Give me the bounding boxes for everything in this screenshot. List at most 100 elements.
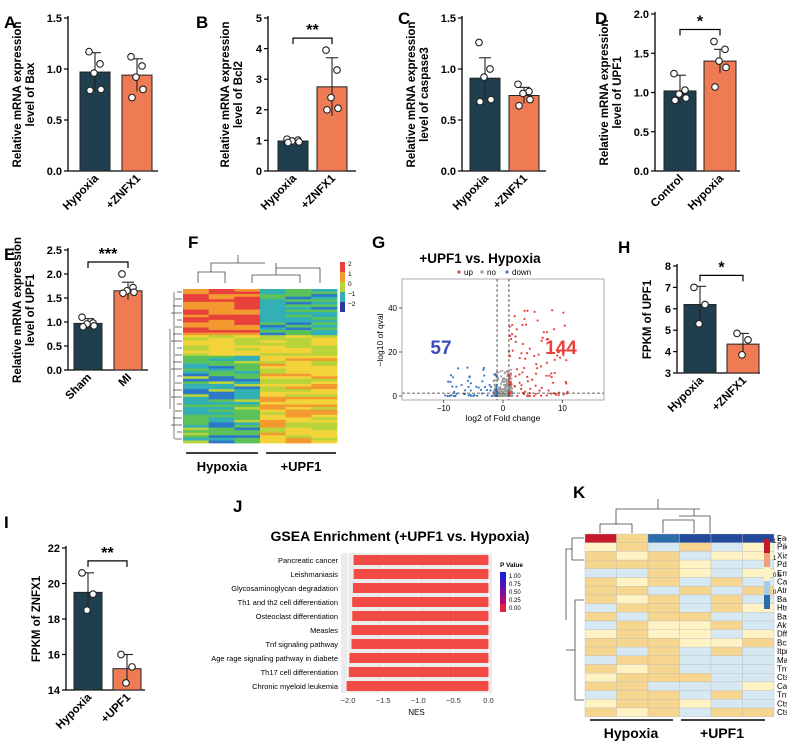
heatmap-cell — [234, 427, 261, 431]
volcano-point-down — [489, 389, 492, 392]
heatmap-cell — [285, 440, 312, 444]
heatmap-cell — [234, 299, 261, 303]
heatmap-cell — [679, 542, 712, 552]
panel-d: D 0.0 0.5 1.0 1.5 2.0 Relative mRNA expression… — [595, 9, 740, 213]
heatmap-cell — [260, 394, 287, 398]
heatmap-cell — [260, 327, 287, 331]
heatmap-cell — [208, 391, 235, 395]
heatmap-cell — [183, 327, 210, 331]
heatmap-cell — [311, 373, 338, 377]
volcano-point-no — [510, 394, 513, 397]
heatmap-cell — [311, 335, 338, 339]
y-tick-label: 0.0 — [47, 166, 62, 178]
volcano-point-no — [504, 387, 507, 390]
data-point — [90, 69, 98, 77]
volcano-point-up — [518, 356, 521, 360]
heatmap-cell — [285, 309, 312, 313]
heatmap-cell — [311, 317, 338, 321]
volcano-point-up — [508, 381, 511, 385]
heatmap-cell — [208, 317, 235, 321]
volcano-point-down — [489, 385, 493, 389]
volcano-point-no — [499, 387, 502, 390]
y-tick-label: 20 — [48, 579, 60, 591]
heatmap-cell — [285, 312, 312, 316]
heatmap-cell — [183, 330, 210, 334]
heatmap-cell — [584, 533, 617, 543]
heatmap-cell — [183, 425, 210, 428]
gsea-bar — [351, 625, 489, 635]
heatmap-cell — [208, 401, 235, 405]
heatmap-cell — [285, 396, 312, 400]
heatmap-cell — [183, 342, 210, 346]
volcano-point-up — [536, 319, 539, 322]
heatmap-cell — [234, 335, 261, 339]
heatmap-cell — [183, 404, 210, 408]
heatmap-cell — [260, 376, 287, 380]
panel-letter: H — [618, 238, 630, 257]
heatmap-cell — [647, 655, 680, 665]
heatmap-cell — [208, 440, 235, 444]
row-dendrogram — [169, 291, 182, 440]
pathway-label: Leishmaniasis — [290, 570, 338, 579]
heatmap-cell — [311, 412, 338, 416]
data-point — [90, 321, 98, 330]
data-point — [78, 568, 86, 577]
heatmap-cell — [260, 330, 287, 334]
legend-tick: 1.00 — [509, 574, 521, 580]
x-tick-label: −10 — [437, 404, 451, 413]
heatmap-cell — [311, 440, 338, 444]
heatmap-cell — [285, 330, 312, 334]
data-point — [514, 80, 522, 89]
heatmap-cell — [260, 425, 287, 428]
heatmap-cell — [584, 707, 617, 717]
volcano-point-up — [523, 309, 526, 312]
heatmap-cell — [311, 296, 338, 300]
data-point — [695, 319, 703, 328]
heatmap-cell — [260, 291, 287, 295]
volcano-point-down — [467, 394, 470, 397]
heatmap-cell — [584, 577, 617, 587]
volcano-point-up — [511, 323, 514, 327]
heatmap-cell — [285, 289, 312, 292]
data-point — [117, 650, 125, 659]
volcano-point-no — [503, 393, 506, 396]
volcano-point-no — [501, 379, 504, 382]
heatmap-cell — [208, 342, 235, 346]
volcano-point-no — [501, 393, 504, 396]
volcano-point-up — [510, 383, 513, 386]
y-axis-label: FPKM of ZNFX1 — [31, 575, 43, 662]
bar-+ZNFX1 — [508, 95, 540, 172]
heatmap-cell — [234, 289, 261, 292]
volcano-point-down — [477, 386, 480, 389]
volcano-point-no — [497, 387, 500, 390]
heatmap-cell — [234, 312, 261, 316]
volcano-point-down — [479, 388, 482, 391]
heatmap-cell — [710, 594, 743, 604]
heatmap-cell — [584, 664, 617, 674]
heatmap-cell — [234, 404, 261, 408]
volcano-point-no — [500, 375, 503, 378]
heatmap-cell — [260, 383, 287, 387]
y-axis-label: level of Bcl2 — [233, 61, 245, 128]
heatmap-cell — [183, 306, 210, 310]
heatmap-cell — [710, 533, 743, 543]
heatmap-cell — [260, 440, 287, 444]
volcano-point-no — [493, 383, 496, 386]
volcano-point-down — [456, 367, 460, 370]
heatmap-cell — [647, 673, 680, 683]
x-tick-label: MI — [117, 372, 135, 390]
heatmap-cell — [311, 319, 338, 323]
heatmap-cell — [647, 629, 680, 639]
heatmap-cell — [260, 335, 287, 339]
heatmap-cell — [647, 603, 680, 613]
y-tick-label: 1.5 — [47, 13, 62, 25]
volcano-point-down — [451, 385, 454, 388]
heatmap-cell — [234, 360, 261, 364]
heatmap-cell — [742, 707, 775, 717]
volcano-point-no — [500, 383, 503, 386]
heatmap-cell — [183, 294, 210, 298]
heatmap-cell — [260, 324, 287, 328]
heatmap-cell — [311, 414, 338, 418]
heatmap-cell — [208, 407, 235, 411]
heatmap-cell — [616, 646, 649, 656]
